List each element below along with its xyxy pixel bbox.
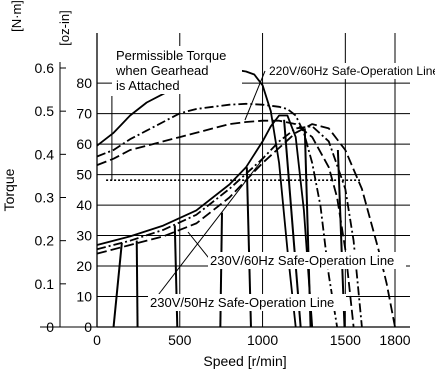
tick-labels: 0 500 1000 1500 1800 0 0.1 0.2 0.3 0.4 0.5 0.6 0 10 20… <box>35 60 411 348</box>
x-tick-label: 1500 <box>330 332 361 348</box>
y-tick-label-ozin: 40 <box>76 197 92 213</box>
load-line-6 <box>283 119 302 328</box>
y-tick-label-ozin: 50 <box>76 167 92 183</box>
x-tick-label: 1000 <box>247 332 278 348</box>
leader-220v <box>244 70 266 121</box>
series-group <box>96 69 396 328</box>
y-tick-label-ozin: 60 <box>76 136 92 152</box>
x-axis-label: Speed [r/min] <box>203 353 286 369</box>
unit-left-label: [N·m] <box>9 0 24 32</box>
y-tick-label-ozin: 10 <box>76 289 92 305</box>
overlay-lines <box>106 70 360 328</box>
permissible-label-line3: is Attached <box>116 78 180 93</box>
x-tick-label: 0 <box>93 332 101 348</box>
load-line-1 <box>112 242 123 328</box>
label-220v-60hz: 220V/60Hz Safe-Operation Line <box>269 64 435 78</box>
axes <box>40 33 410 328</box>
unit-right-label: [oz-in] <box>57 10 72 45</box>
series-line-2 <box>96 102 338 328</box>
y-tick-label-ozin: 80 <box>76 75 92 91</box>
load-line-7 <box>303 128 312 328</box>
y-axis-label: Torque <box>1 168 17 211</box>
y-tick-label-nm: 0.6 <box>35 60 55 76</box>
load-line-3 <box>173 225 179 328</box>
x-tick-label: 1800 <box>379 332 410 348</box>
load-line-2 <box>135 240 139 328</box>
y-tick-label-nm: 0 <box>46 319 54 335</box>
y-tick-label-nm: 0.2 <box>35 233 55 249</box>
label-230v-50hz: 230V/50Hz Safe-Operation Line <box>150 295 334 310</box>
y-tick-label-nm: 0.5 <box>35 103 55 119</box>
permissible-label-line1: Permissible Torque <box>116 48 226 63</box>
leader-230v-50hz <box>151 159 263 304</box>
y-tick-label-nm: 0.4 <box>35 146 55 162</box>
y-tick-label-ozin: 70 <box>76 106 92 122</box>
y-tick-label-nm: 0.1 <box>35 276 55 292</box>
label-230v-60hz: 230V/60Hz Safe-Operation Line <box>210 253 394 268</box>
y-tick-label-ozin: 0 <box>84 319 92 335</box>
permissible-label-line2: when Gearhead <box>115 63 209 78</box>
series-line-5 <box>96 125 363 328</box>
series-line-3 <box>96 119 355 328</box>
annotations: Permissible Torque when Gearhead is Atta… <box>112 46 435 311</box>
series-line-6 <box>96 123 396 328</box>
y-tick-label-ozin: 30 <box>76 228 92 244</box>
y-tick-label-nm: 0.3 <box>35 190 55 206</box>
y-tick-label-ozin: 20 <box>76 258 92 274</box>
series-line-4 <box>96 114 314 328</box>
x-tick-label: 500 <box>168 332 192 348</box>
